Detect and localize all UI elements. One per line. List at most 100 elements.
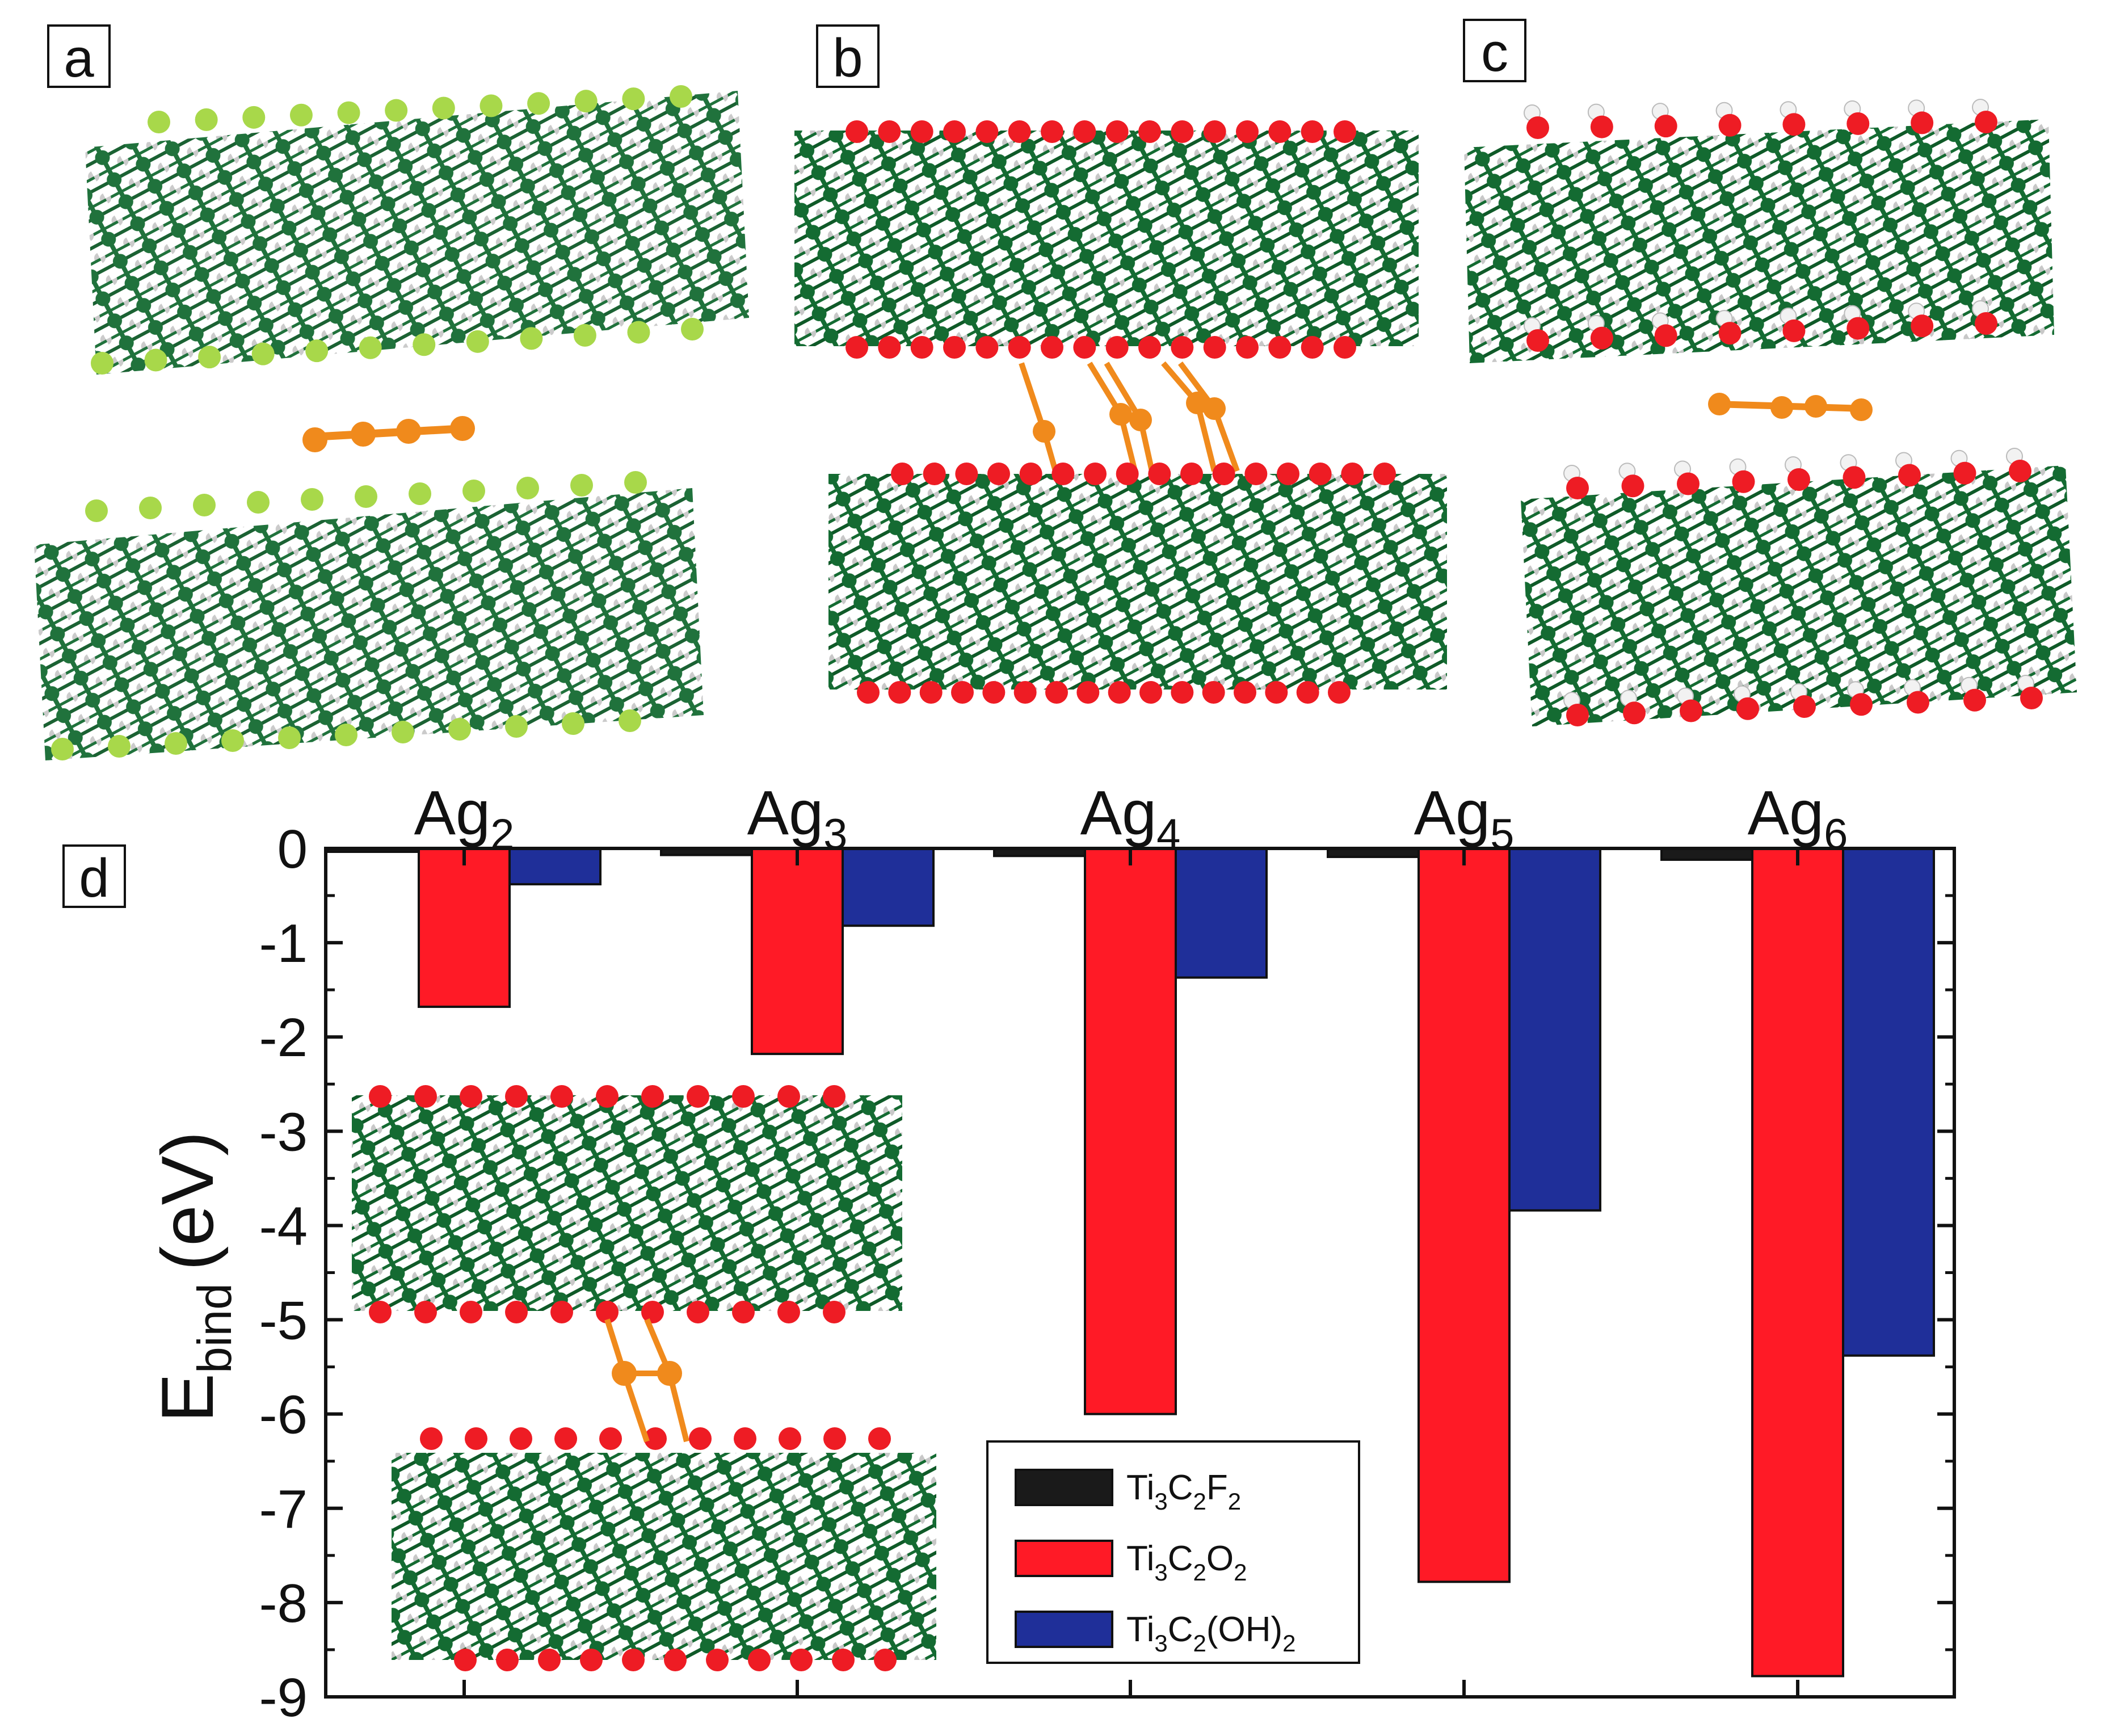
surface-atom bbox=[1782, 113, 1806, 136]
surface-atom bbox=[1180, 463, 1203, 485]
surface-atom bbox=[505, 715, 528, 738]
bar-ti3c2oh2-4 bbox=[1175, 847, 1268, 979]
surface-atom bbox=[527, 92, 550, 115]
bar-ti3c2oh2-2 bbox=[508, 847, 601, 886]
legend-label-sub: 2 bbox=[1282, 1630, 1295, 1657]
surface-atom bbox=[420, 1427, 443, 1450]
surface-atom bbox=[641, 1301, 664, 1323]
surface-atom bbox=[1116, 463, 1139, 485]
ag-atom bbox=[1203, 397, 1226, 420]
structure-a-top-slab bbox=[85, 85, 749, 375]
surface-atom bbox=[1911, 314, 1934, 338]
ag-atom bbox=[1129, 409, 1152, 431]
surface-atom bbox=[409, 482, 431, 505]
surface-atom bbox=[846, 336, 868, 359]
surface-atom bbox=[505, 1301, 528, 1323]
bar-ti3c2o2-3 bbox=[751, 847, 844, 1056]
surface-atom bbox=[868, 1427, 891, 1450]
legend-label-part: Ti bbox=[1126, 1610, 1154, 1649]
surface-atom bbox=[1654, 324, 1677, 347]
legend-swatch-ti3c2f2 bbox=[1015, 1469, 1113, 1506]
surface-atom bbox=[874, 1649, 897, 1671]
panel-d-label: d bbox=[79, 848, 109, 909]
legend-label-part: (OH) bbox=[1206, 1610, 1282, 1649]
y-tick-label: -6 bbox=[259, 1385, 308, 1445]
oxygen-atoms bbox=[846, 120, 1356, 359]
legend-label-part: O bbox=[1206, 1539, 1234, 1578]
surface-atom bbox=[242, 106, 266, 129]
hydroxyl-groups bbox=[1563, 448, 2043, 726]
surface-atom bbox=[823, 1301, 846, 1323]
surface-atom bbox=[777, 1085, 800, 1108]
legend-label-part: C bbox=[1168, 1468, 1193, 1507]
structure-c-ag-cluster bbox=[1708, 393, 1873, 421]
y-tick-label: -9 bbox=[259, 1667, 308, 1728]
surface-atom bbox=[790, 1649, 813, 1671]
y-tick-label: -4 bbox=[259, 1196, 308, 1256]
surface-atom bbox=[681, 318, 704, 341]
surface-atom bbox=[888, 681, 911, 704]
y-tick-label: -3 bbox=[259, 1102, 308, 1162]
surface-atom bbox=[1732, 470, 1755, 493]
panel-a: a bbox=[34, 24, 749, 760]
surface-atom bbox=[1301, 120, 1324, 143]
surface-atom bbox=[734, 1427, 756, 1450]
surface-atom bbox=[1963, 688, 1986, 712]
bar-ti3c2o2-5 bbox=[1417, 847, 1511, 1583]
surface-atom bbox=[496, 1649, 519, 1671]
surface-atom bbox=[465, 1427, 487, 1450]
surface-atom bbox=[910, 336, 933, 359]
surface-atom bbox=[1309, 463, 1332, 485]
y-axis-title: Ebind (eV) bbox=[146, 1131, 241, 1422]
surface-atom bbox=[148, 111, 170, 133]
y-axis-title-unit: (eV) bbox=[146, 1131, 229, 1271]
category-label-ag3: Ag3 bbox=[747, 778, 848, 859]
surface-atom bbox=[510, 1427, 532, 1450]
legend-label-sub: 3 bbox=[1154, 1488, 1167, 1515]
category-sub: 5 bbox=[1490, 810, 1514, 859]
surface-atom bbox=[1073, 336, 1096, 359]
surface-atom bbox=[1008, 120, 1031, 143]
surface-atom bbox=[748, 1649, 771, 1671]
surface-atom bbox=[1843, 466, 1866, 489]
surface-atom bbox=[1138, 120, 1161, 143]
bar-ti3c2oh2-3 bbox=[842, 847, 935, 927]
surface-atom bbox=[1203, 120, 1226, 143]
surface-atom bbox=[462, 480, 485, 502]
surface-atom bbox=[878, 120, 901, 143]
surface-atom bbox=[479, 94, 503, 117]
surface-atom bbox=[1073, 120, 1096, 143]
bar-ti3c2o2-4 bbox=[1084, 847, 1177, 1415]
category-label-ag4: Ag4 bbox=[1080, 778, 1181, 859]
surface-atom bbox=[823, 1427, 846, 1450]
y-axis-title-base: E bbox=[146, 1373, 229, 1423]
surface-atom bbox=[369, 1301, 392, 1323]
surface-atom bbox=[1590, 326, 1613, 350]
surface-atom bbox=[414, 1301, 437, 1323]
fluorine-atoms bbox=[91, 85, 704, 375]
oxygen-atoms bbox=[857, 463, 1396, 704]
legend-label-sub: 2 bbox=[1193, 1630, 1206, 1657]
surface-atom bbox=[1677, 472, 1700, 495]
structure-c-top-slab bbox=[1464, 99, 2054, 363]
surface-atom bbox=[670, 85, 692, 108]
surface-atom bbox=[1105, 120, 1129, 143]
surface-atom bbox=[1328, 681, 1351, 704]
inset-structure bbox=[352, 1085, 936, 1671]
surface-atom bbox=[570, 474, 593, 497]
surface-atom bbox=[779, 1427, 801, 1450]
legend-label-ti3c2o2: Ti3C2O2 bbox=[1126, 1539, 1247, 1586]
category-labels: Ag2 Ag3 Ag4 Ag5 Ag6 bbox=[414, 778, 1848, 859]
surface-atom bbox=[193, 494, 216, 516]
surface-atom bbox=[1911, 111, 1934, 134]
category-sub: 3 bbox=[823, 810, 847, 859]
legend-label-part: Ti bbox=[1126, 1468, 1154, 1507]
panel-b-label-box bbox=[816, 24, 880, 88]
surface-atom bbox=[359, 336, 382, 359]
bar-ti3c2o2-6 bbox=[1751, 847, 1844, 1678]
surface-atom bbox=[891, 463, 914, 485]
ag-atom bbox=[612, 1361, 637, 1386]
surface-atom bbox=[1265, 681, 1288, 704]
legend-label-sub: 2 bbox=[1234, 1559, 1247, 1586]
